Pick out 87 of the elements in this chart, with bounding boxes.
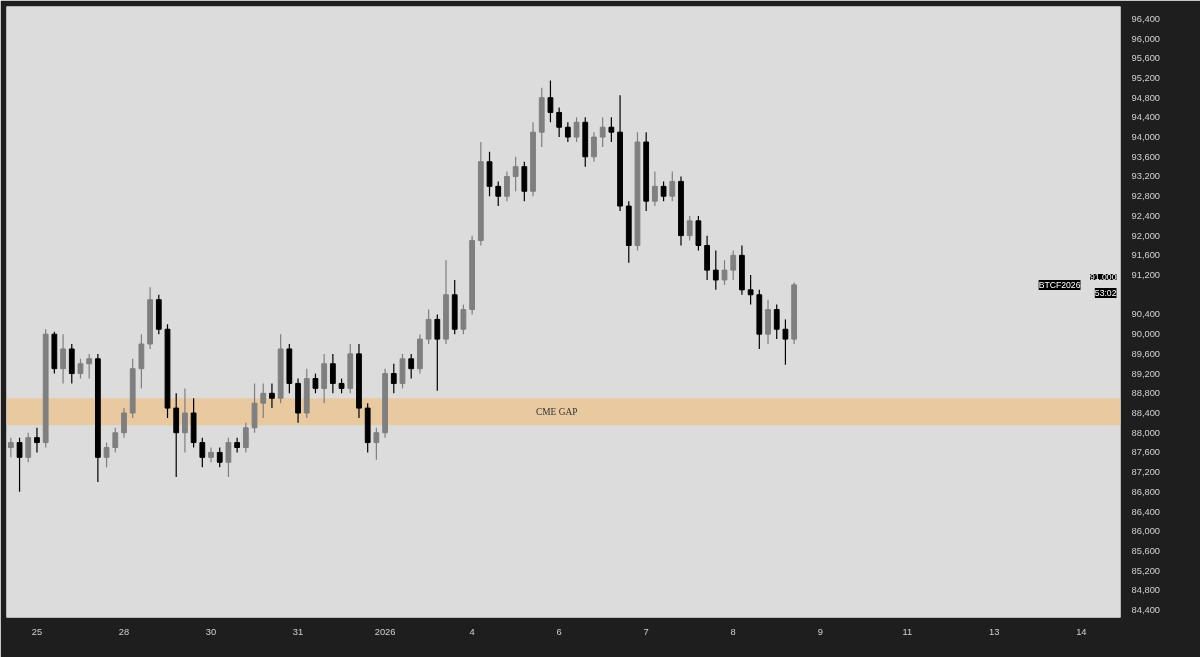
candlestick <box>408 353 415 380</box>
candlestick <box>25 432 32 463</box>
x-tick-label: 9 <box>817 626 823 637</box>
y-tick-label: 85,600 <box>1131 545 1161 556</box>
y-tick-label: 94,400 <box>1131 112 1161 123</box>
y-tick-label: 91,200 <box>1131 270 1161 281</box>
candlestick <box>34 427 40 454</box>
candlestick <box>573 116 580 143</box>
y-tick-label: 88,000 <box>1131 427 1161 438</box>
candlestick <box>329 353 336 394</box>
candlestick <box>747 274 754 306</box>
annotation: 91,000 <box>1090 271 1117 282</box>
candlestick <box>712 249 719 291</box>
candlestick <box>591 131 597 163</box>
candlestick <box>782 318 789 366</box>
y-tick-label: 86,400 <box>1131 506 1161 517</box>
y-tick-label: 92,400 <box>1131 210 1161 221</box>
y-tick-label: 89,200 <box>1131 368 1161 379</box>
y-tick-label: 91,600 <box>1131 250 1161 261</box>
y-tick-label: 88,400 <box>1131 408 1161 419</box>
candlestick <box>686 215 693 242</box>
x-tick-label: 11 <box>902 626 913 637</box>
candlestick <box>669 170 676 202</box>
candlestick <box>112 427 119 454</box>
candlestick <box>60 333 66 385</box>
x-tick-label: 6 <box>556 626 562 637</box>
candlestick <box>216 446 223 468</box>
candlestick <box>721 259 728 286</box>
annotation: BTCF2026 <box>1038 279 1081 290</box>
y-tick-label: 96,400 <box>1131 13 1161 24</box>
x-tick-label: 4 <box>469 626 475 637</box>
candlestick <box>373 427 380 461</box>
x-tick-label: 14 <box>1076 626 1087 637</box>
y-tick-label: 90,400 <box>1131 309 1161 320</box>
y-tick-label: 86,800 <box>1131 486 1161 497</box>
candlestick <box>564 121 571 143</box>
candlestick <box>495 180 502 207</box>
x-tick-label: 28 <box>118 626 130 637</box>
y-tick-label: 95,200 <box>1131 72 1161 83</box>
candlestick <box>730 249 737 281</box>
x-tick-label: 13 <box>989 626 1000 637</box>
y-tick-label: 87,600 <box>1131 447 1161 458</box>
candlestick <box>225 437 232 478</box>
candlestick <box>660 180 667 202</box>
x-tick-label: 30 <box>205 626 217 637</box>
y-tick-label: 95,600 <box>1131 53 1161 64</box>
y-tick-label: 86,000 <box>1131 526 1161 537</box>
candlestick <box>547 79 554 123</box>
y-tick-label: 94,800 <box>1131 92 1161 103</box>
y-tick-label: 92,800 <box>1131 191 1161 202</box>
candlestick <box>460 304 467 335</box>
candlestick <box>242 422 249 454</box>
y-tick-label: 92,000 <box>1131 230 1161 241</box>
y-tick-label: 87,200 <box>1131 467 1161 478</box>
x-tick-label: 2026 <box>374 626 396 637</box>
candlestick <box>599 116 606 148</box>
y-tick-label: 85,200 <box>1131 565 1161 576</box>
candlestick <box>103 441 110 468</box>
candlestick <box>7 437 14 458</box>
y-tick-label: 84,400 <box>1131 605 1161 616</box>
y-tick-label: 93,600 <box>1131 151 1161 162</box>
candlestick <box>556 106 563 138</box>
candlestick <box>16 437 23 493</box>
candlestick <box>434 313 441 392</box>
candlestick <box>651 170 658 207</box>
y-tick-label: 84,800 <box>1131 585 1161 596</box>
candlestick <box>86 353 93 380</box>
y-tick-label: 90,000 <box>1131 329 1161 340</box>
candlestick <box>773 304 780 340</box>
candlestick <box>425 308 432 345</box>
x-tick-label: 31 <box>292 626 304 637</box>
annotation: 53:02 <box>1094 287 1117 298</box>
candlestick <box>77 358 84 380</box>
candlestick <box>512 156 519 192</box>
x-tick-label: 7 <box>643 626 649 637</box>
candlestick <box>504 170 510 202</box>
candlestick <box>390 363 397 394</box>
x-tick-label: 8 <box>730 626 736 637</box>
y-tick-label: 89,600 <box>1131 348 1161 359</box>
y-tick-label: 93,200 <box>1131 171 1161 182</box>
y-tick-label: 94,000 <box>1131 132 1161 143</box>
x-tick-label: 25 <box>31 626 43 637</box>
candlestick <box>199 437 206 468</box>
y-tick-label: 96,000 <box>1131 33 1161 44</box>
candlestick <box>608 116 615 143</box>
y-tick-label: 88,800 <box>1131 388 1161 399</box>
candlestick <box>312 372 319 394</box>
